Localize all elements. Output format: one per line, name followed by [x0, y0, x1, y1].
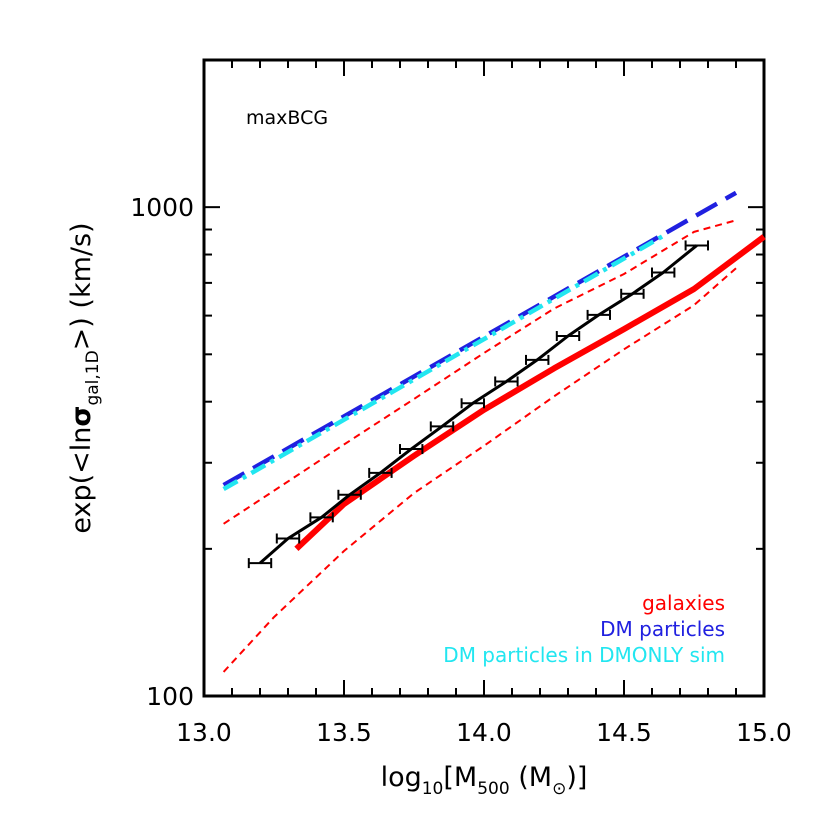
- x-tick-label: 15.0: [736, 718, 792, 747]
- y-title-post: >) (km/s): [66, 222, 97, 350]
- x-tick-label: 13.0: [176, 718, 232, 747]
- x-axis-title: log10[M500 (M⊙)]: [381, 762, 588, 799]
- series-line-1: [223, 219, 737, 525]
- x-tick-label: 13.5: [316, 718, 372, 747]
- series-line-dm-particles-in-dmonly-sim: [222, 232, 668, 492]
- x-tick-label: 14.5: [596, 718, 652, 747]
- series-layer: [222, 190, 766, 673]
- x-title-tail: (M: [510, 762, 552, 793]
- y-axis-title: exp(<lnσgal,1D>) (km/s): [66, 222, 103, 533]
- y-title-sigma: σ: [66, 406, 97, 427]
- x-title-sun-symbol: ⊙: [552, 779, 566, 799]
- x-title-sub1: 10: [422, 779, 444, 799]
- x-title-sub2: 500: [477, 779, 509, 799]
- y-title-sub: gal,1D: [83, 350, 103, 405]
- legend-item-galaxies: galaxies: [642, 591, 725, 615]
- x-tick-label: 14.0: [456, 718, 512, 747]
- x-title-end: )]: [566, 762, 587, 793]
- legend-item-dm-particles: DM particles: [600, 617, 725, 641]
- series-line-galaxies: [294, 234, 766, 551]
- y-tick-label: 100: [146, 682, 194, 711]
- y-tick-label: 1000: [130, 193, 194, 222]
- y-title-pre: exp(<ln: [66, 427, 97, 534]
- legend-item-dmonly: DM particles in DMONLY sim: [443, 643, 725, 667]
- ticks-layer: 13.0 13.5 14.0 14.5 15.0 100 1000: [130, 60, 792, 747]
- x-title-base: log: [381, 762, 422, 793]
- annotation-maxbcg: maxBCG: [246, 107, 328, 129]
- legend: galaxies DM particles DM particles in DM…: [443, 591, 725, 667]
- x-title-mid: [M: [443, 762, 477, 793]
